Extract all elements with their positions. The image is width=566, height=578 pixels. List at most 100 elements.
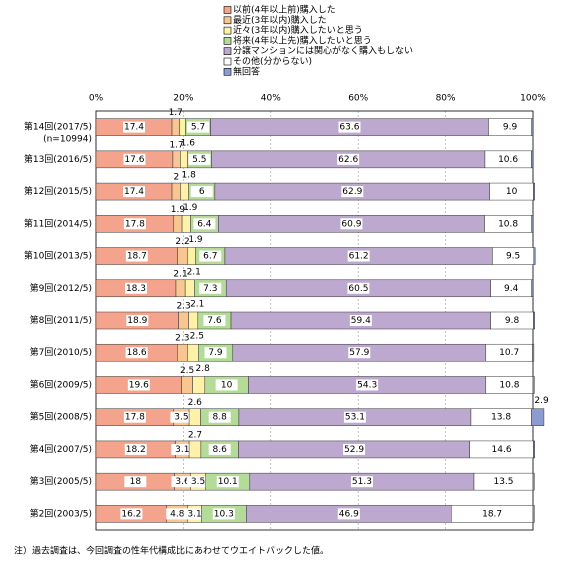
data-label: 7.9 (208, 348, 223, 358)
data-label-bg (123, 186, 146, 198)
bar-segment (187, 343, 199, 362)
data-label-bg (208, 411, 231, 423)
data-label-bg (348, 347, 371, 359)
data-label: 1.7 (169, 108, 183, 118)
data-label: 1.6 (181, 138, 196, 148)
bar-segment (171, 182, 182, 201)
data-label: 17.4 (124, 123, 144, 133)
data-label: 2.3 (176, 302, 190, 312)
data-label: 18.7 (127, 252, 147, 262)
bar-segment (180, 182, 189, 201)
data-label-bg (170, 411, 193, 423)
data-label-bg (501, 315, 524, 326)
data-label-bg (500, 282, 523, 294)
bar-segment (178, 311, 189, 330)
data-label: 62.6 (338, 155, 358, 165)
bar-segment (179, 118, 186, 136)
bar-segment (175, 279, 186, 298)
data-label-bg (492, 476, 515, 488)
data-label-bg (204, 347, 227, 359)
data-label-bg (350, 476, 373, 488)
data-label: 10.3 (214, 509, 234, 519)
data-label-bg (208, 443, 231, 455)
data-label: 18 (130, 477, 142, 487)
bar-segment (192, 376, 206, 394)
data-label: 2.8 (196, 364, 211, 374)
data-label: 8.6 (213, 445, 228, 455)
data-label-bg (490, 411, 513, 423)
data-label: 53.1 (345, 413, 365, 423)
data-label: 13.5 (493, 477, 513, 487)
bar-segment (177, 247, 188, 265)
y-tick-label: 第14回(2017/5) (24, 121, 92, 133)
bar-segment (184, 279, 195, 298)
data-label-bg (123, 218, 146, 230)
data-label-bg (341, 186, 364, 198)
data-label: 2 (174, 173, 180, 183)
data-label: 18.3 (126, 284, 146, 294)
data-label: 54.3 (357, 380, 377, 390)
data-label-bg (125, 250, 148, 262)
legend-swatch (223, 47, 232, 56)
bar-segment (531, 215, 534, 233)
y-tick-note: (n=10994) (43, 135, 92, 145)
data-label: 10 (506, 187, 518, 197)
data-label: 1.7 (169, 140, 183, 150)
data-label: 18.9 (127, 316, 147, 326)
data-label: 9.4 (504, 284, 519, 294)
data-label-bg (125, 347, 148, 359)
data-label-bg (187, 121, 210, 133)
data-label: 10 (221, 380, 233, 390)
x-tick-label: 60% (348, 94, 368, 104)
bar-segment (181, 376, 193, 394)
data-label: 17.6 (124, 155, 144, 165)
legend-swatch (223, 68, 232, 76)
data-label: 6.7 (203, 252, 217, 262)
legend-swatch (223, 16, 232, 25)
data-label: 7.3 (203, 284, 217, 294)
data-label: 2.1 (187, 267, 201, 277)
data-label: 2.5 (190, 332, 204, 342)
data-label-bg (124, 443, 147, 455)
x-tick-label: 20% (173, 94, 193, 104)
data-label: 2.6 (188, 398, 203, 408)
y-tick-label: 第5回(2008/5) (30, 411, 92, 423)
y-tick-label: 第9回(2012/5) (30, 282, 92, 294)
bar-segment (177, 343, 188, 362)
data-label-bg (216, 476, 239, 488)
data-label-bg (212, 508, 235, 520)
legend-label: 将来(4年以上先)購入したいと思う (233, 34, 372, 46)
legend-swatch (223, 57, 232, 66)
legend-swatch (223, 6, 232, 14)
data-label: 61.2 (349, 252, 369, 262)
bar-segment (531, 279, 534, 298)
data-label: 3.5 (174, 413, 188, 423)
data-label: 10.8 (499, 380, 519, 390)
bar-segment (188, 440, 202, 459)
data-label-bg (193, 218, 216, 230)
data-label: 13.8 (491, 413, 511, 423)
data-label-bg (188, 153, 211, 165)
bar-segment (181, 215, 191, 233)
footnote: 注）過去調査は、今回調査の性年代構成比にあわせてウエイトバックした値。 (14, 545, 329, 557)
y-tick-label: 第2回(2003/5) (30, 507, 92, 519)
data-label: 18.2 (126, 445, 146, 455)
data-label-bg (343, 443, 366, 455)
data-label: 18.7 (482, 509, 502, 519)
data-label: 46.9 (339, 509, 359, 519)
data-label-bg (190, 186, 213, 198)
data-label-bg (187, 476, 210, 488)
data-label-bg (183, 508, 206, 520)
bar-segment (173, 215, 183, 233)
legend-label: その他(分からない) (233, 55, 312, 67)
legend-label: 無回答 (233, 65, 260, 77)
data-label-bg (502, 250, 525, 262)
data-label-bg (127, 379, 150, 391)
x-tick-label: 0% (89, 94, 104, 104)
bar-segment (172, 150, 181, 169)
data-label-bg (337, 508, 360, 520)
y-tick-label: 第12回(2015/5) (24, 185, 92, 197)
data-label: 60.5 (348, 284, 368, 294)
data-label: 2.2 (175, 237, 189, 247)
